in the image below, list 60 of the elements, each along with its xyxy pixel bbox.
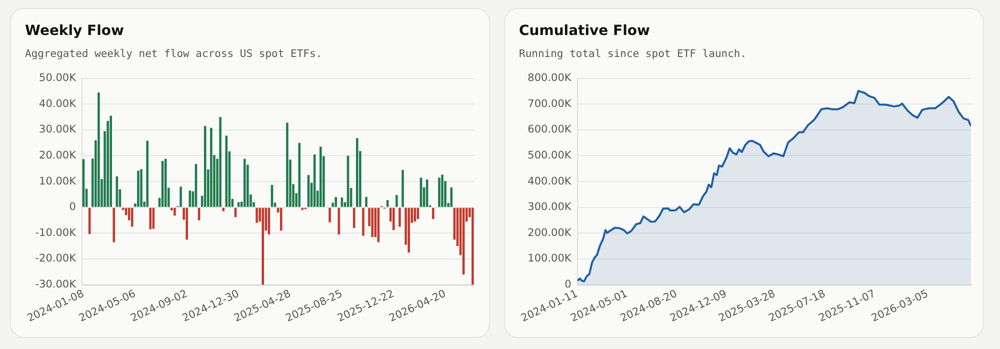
bar bbox=[356, 138, 358, 207]
y-tick-label: 100.00K bbox=[528, 252, 572, 265]
bar bbox=[110, 116, 112, 207]
bar bbox=[256, 208, 258, 223]
bar bbox=[237, 202, 240, 207]
bar bbox=[204, 126, 206, 207]
bar bbox=[286, 122, 288, 207]
bar bbox=[438, 178, 440, 207]
bar bbox=[149, 208, 152, 230]
y-tick-label: 400.00K bbox=[528, 175, 572, 188]
bar bbox=[386, 200, 389, 207]
bar bbox=[140, 169, 142, 207]
bar bbox=[365, 197, 368, 207]
bar bbox=[244, 158, 246, 207]
chart-title: Weekly Flow bbox=[25, 23, 125, 39]
y-tick-label: 50.00K bbox=[39, 72, 78, 84]
bar bbox=[210, 128, 212, 207]
bar bbox=[371, 208, 374, 238]
y-tick-label: 600.00K bbox=[528, 124, 572, 136]
bar bbox=[280, 208, 282, 231]
y-tick-label: 40.00K bbox=[39, 98, 78, 110]
chart-subtitle: Running total since spot ETF launch. bbox=[519, 48, 748, 60]
bar bbox=[328, 208, 331, 222]
bar bbox=[362, 208, 364, 236]
bar bbox=[396, 194, 398, 207]
bar bbox=[472, 208, 474, 285]
bar bbox=[174, 208, 176, 216]
y-tick-label: -30.00K bbox=[35, 278, 78, 291]
bar bbox=[180, 186, 182, 207]
bar bbox=[398, 208, 401, 227]
bar bbox=[146, 140, 148, 207]
bar bbox=[186, 208, 188, 240]
y-tick-label: 500.00K bbox=[528, 149, 572, 162]
bar bbox=[441, 174, 444, 207]
y-tick-label: 0 bbox=[564, 278, 572, 291]
bar bbox=[432, 208, 434, 219]
bar bbox=[131, 208, 134, 227]
bar bbox=[408, 208, 410, 253]
bar bbox=[298, 142, 301, 207]
y-tick-label: 0 bbox=[69, 201, 76, 214]
y-tick-label: 10.00K bbox=[39, 175, 78, 188]
y-tick-label: 20.00K bbox=[39, 149, 78, 162]
bar bbox=[219, 117, 222, 207]
y-tick-label: 700.00K bbox=[528, 98, 572, 110]
bar bbox=[98, 92, 100, 207]
bar bbox=[137, 170, 140, 207]
chart-subtitle: Aggregated weekly net flow across US spot ETFs. bbox=[25, 48, 324, 60]
y-tick-label: 200.00K bbox=[528, 226, 572, 239]
y-tick-label: 300.00K bbox=[528, 201, 572, 214]
bar bbox=[392, 208, 395, 230]
bar bbox=[262, 208, 264, 285]
bar bbox=[320, 146, 322, 207]
y-tick-label: -20.00K bbox=[35, 252, 78, 265]
bar bbox=[334, 197, 337, 207]
y-tick-label: 30.00K bbox=[39, 124, 78, 136]
bar bbox=[402, 170, 404, 207]
y-tick-label: 800.00K bbox=[528, 72, 572, 84]
bar bbox=[222, 208, 224, 212]
y-tick-label: -10.00K bbox=[35, 226, 78, 239]
chart-title: Cumulative Flow bbox=[519, 23, 651, 39]
